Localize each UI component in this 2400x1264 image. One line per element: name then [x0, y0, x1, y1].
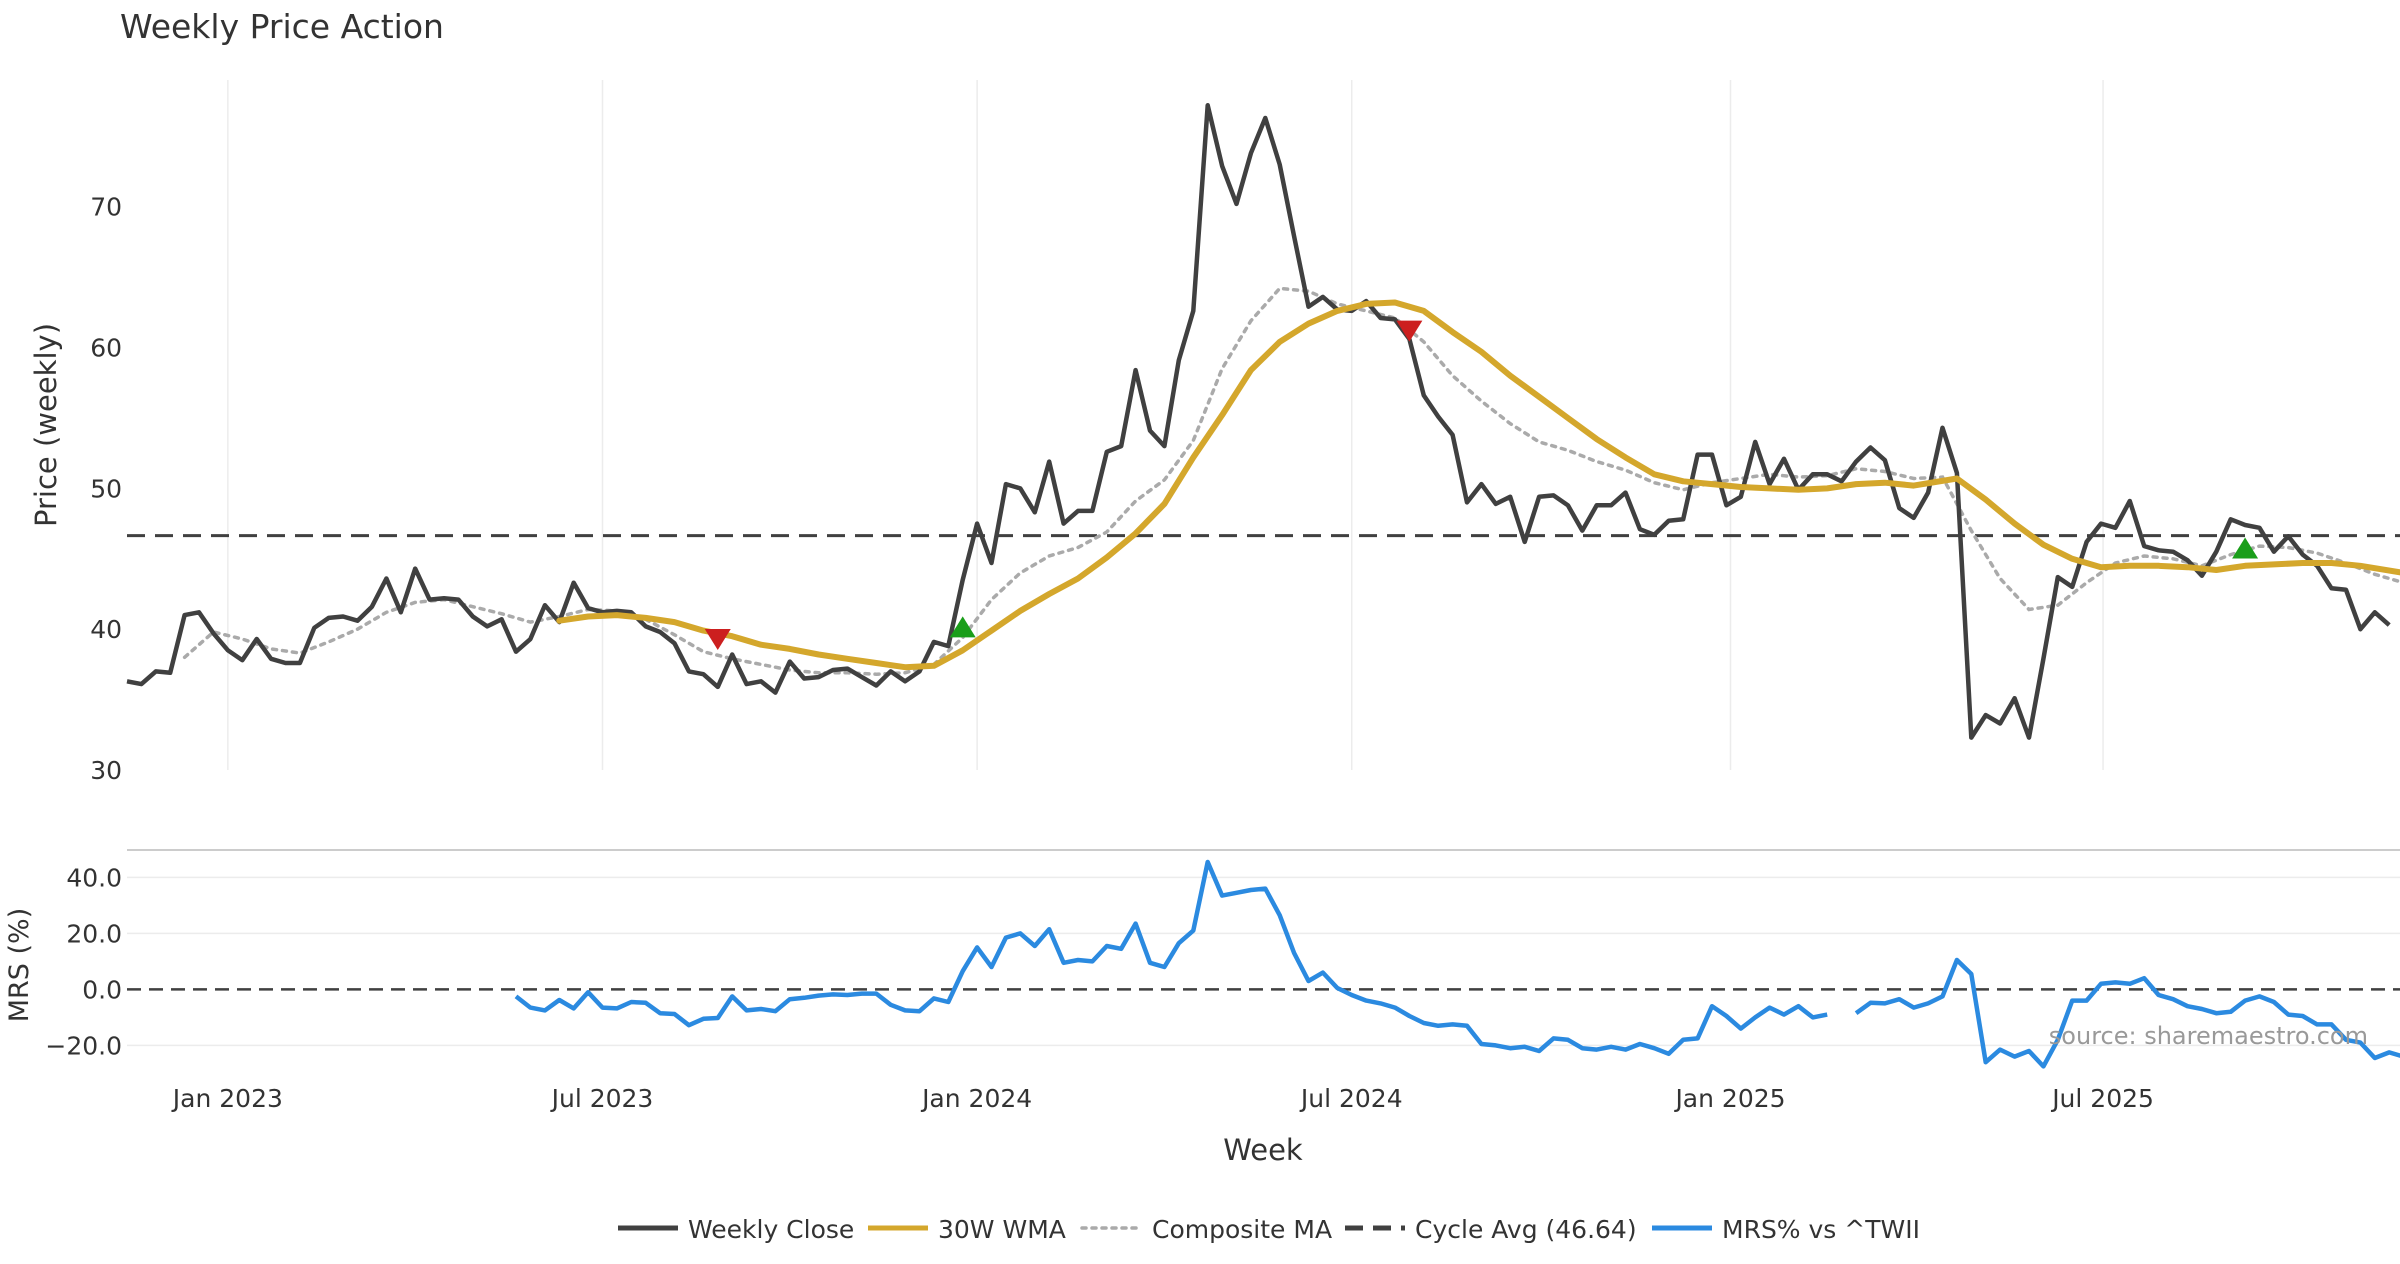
- price-ytick-label: 70: [90, 193, 122, 222]
- price-ytick-label: 50: [90, 474, 122, 503]
- legend-label-cycle-avg: Cycle Avg (46.64): [1415, 1215, 1637, 1244]
- price-ytick-label: 60: [90, 334, 122, 363]
- mrs-axis-label: MRS (%): [4, 908, 35, 1023]
- signal-markers: [704, 320, 2259, 651]
- x-tick-label: Jul 2024: [1299, 1084, 1403, 1113]
- mrs-line-segment-1: [1854, 957, 2400, 1069]
- legend-label-mrs: MRS% vs ^TWII: [1722, 1215, 1920, 1244]
- legend-label-composite: Composite MA: [1152, 1215, 1332, 1244]
- price-ytick-label: 30: [90, 756, 122, 785]
- mrs-ytick-label: 0.0: [82, 975, 122, 1004]
- legend-label-wma: 30W WMA: [938, 1215, 1066, 1244]
- sell-signal-marker: [1396, 320, 1423, 342]
- mrs-ytick-label: 20.0: [66, 919, 122, 948]
- source-credit: source: sharemaestro.com: [2049, 1022, 2368, 1050]
- x-tick-label: Jul 2025: [2050, 1084, 2154, 1113]
- x-tick-label: Jan 2023: [171, 1084, 283, 1113]
- x-axis-label: Week: [1223, 1133, 1303, 1167]
- sell-signal-marker: [704, 629, 731, 651]
- mrs-ytick-label: −20.0: [45, 1031, 122, 1060]
- chart-title: Weekly Price Action: [120, 7, 444, 46]
- mrs-grid: 40.0 20.0 0.0 −20.0: [45, 863, 2400, 1060]
- x-tick-labels: Jan 2023 Jul 2023 Jan 2024 Jul 2024 Jan 2025…: [171, 1084, 2154, 1113]
- x-tick-label: Jan 2025: [1673, 1084, 1785, 1113]
- price-axis-label: Price (weekly): [29, 323, 63, 527]
- legend-label-weekly-close: Weekly Close: [688, 1215, 854, 1244]
- x-tick-label: Jul 2023: [550, 1084, 654, 1113]
- price-ytick-label: 40: [90, 615, 122, 644]
- buy-signal-marker: [2232, 537, 2259, 559]
- mrs-line-segment-0: [514, 859, 1828, 1057]
- mrs-ytick-label: 40.0: [66, 863, 122, 892]
- weekly-close-line: [126, 103, 2391, 740]
- x-tick-label: Jan 2024: [920, 1084, 1032, 1113]
- price-grid: 30 40 50 60 70: [90, 80, 2104, 785]
- wma-line: [556, 299, 2400, 671]
- price-series: [126, 103, 2400, 740]
- legend: Weekly Close 30W WMA Composite MA Cycle Avg…: [618, 1215, 1920, 1244]
- composite-ma-line: [182, 286, 2400, 676]
- buy-signal-marker: [949, 616, 976, 638]
- mrs-series: [514, 859, 2400, 1069]
